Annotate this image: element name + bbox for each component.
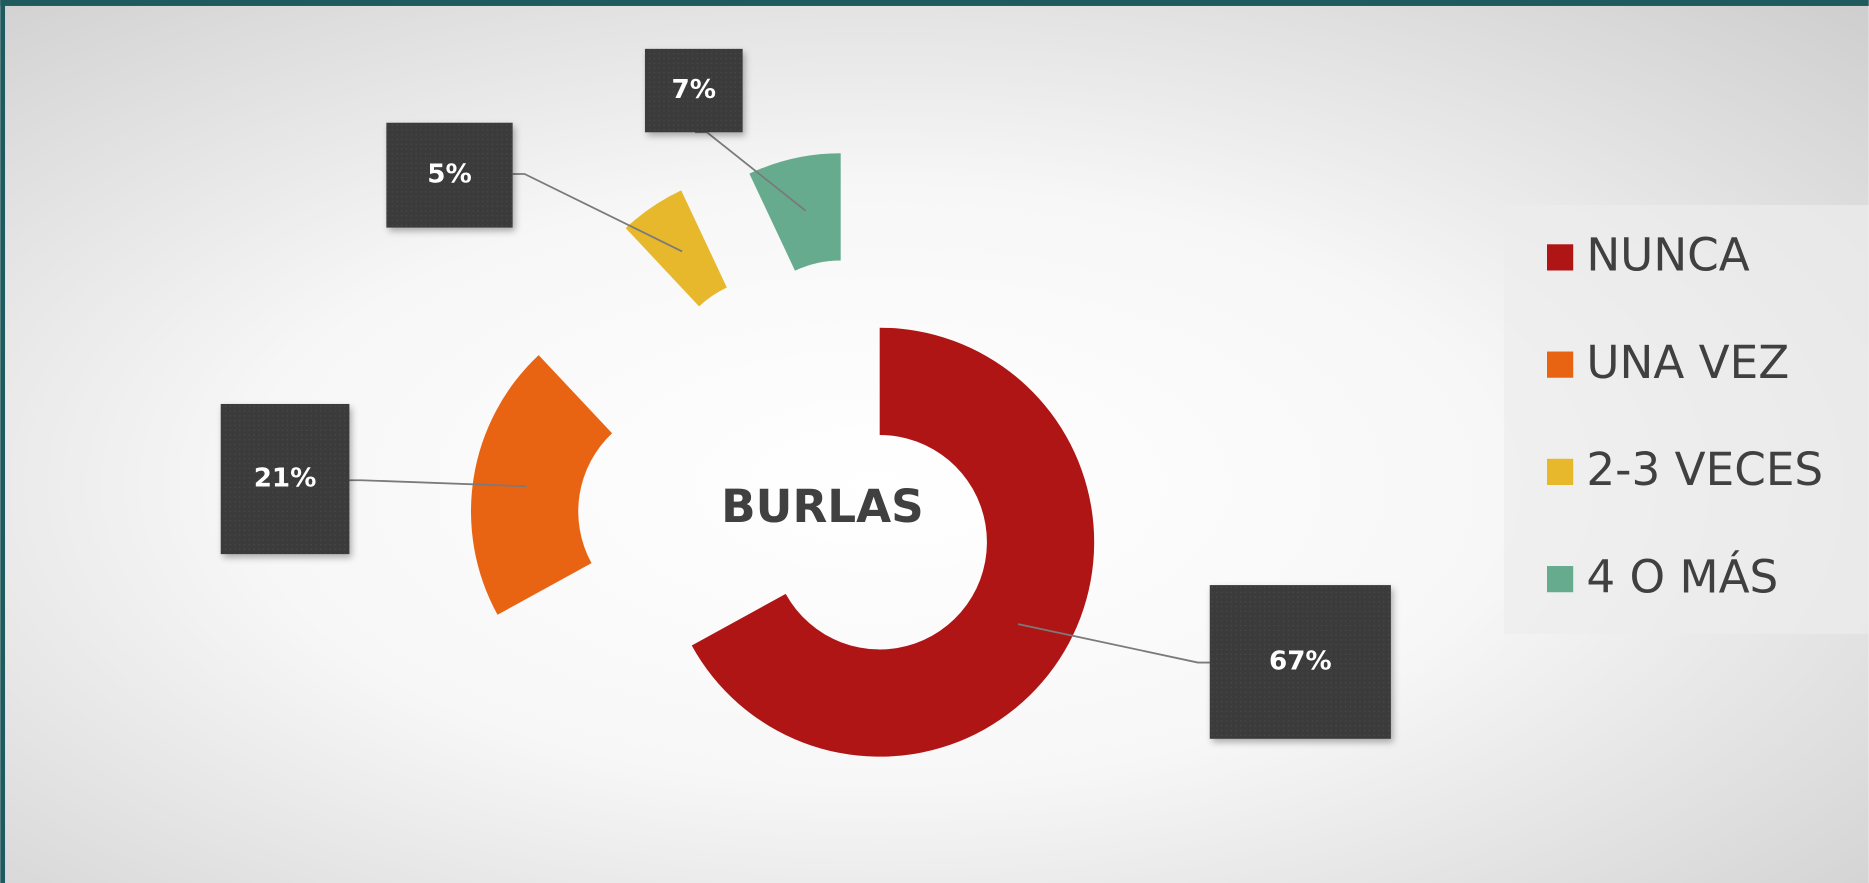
chart-title: BURLAS <box>721 480 924 533</box>
leader-line <box>349 479 527 488</box>
doughnut-segment <box>749 153 841 271</box>
legend-panel <box>1504 204 1869 634</box>
data-label-box <box>1209 585 1391 739</box>
leader-line <box>512 173 683 253</box>
legend-swatch <box>1546 458 1574 485</box>
data-label-box <box>386 122 513 228</box>
top-border <box>0 0 1869 6</box>
left-border <box>0 0 6 883</box>
legend-label: 4 O MÁS <box>1586 550 1778 603</box>
data-label: 67% <box>1269 646 1332 676</box>
leader-line <box>1017 623 1210 664</box>
doughnut-segment <box>691 327 1095 757</box>
legend-label: UNA VEZ <box>1586 336 1789 389</box>
legend-swatch <box>1546 351 1574 378</box>
legend-label: 2-3 VECES <box>1586 443 1823 496</box>
legend-swatch <box>1546 566 1574 593</box>
data-label-box <box>220 403 350 555</box>
data-label: 5% <box>427 160 472 190</box>
data-label: 21% <box>254 464 317 494</box>
data-label-box <box>644 48 743 133</box>
legend-swatch <box>1546 244 1574 271</box>
data-label: 7% <box>672 75 716 105</box>
legend-label: NUNCA <box>1586 229 1749 282</box>
doughnut-segment <box>470 355 613 615</box>
